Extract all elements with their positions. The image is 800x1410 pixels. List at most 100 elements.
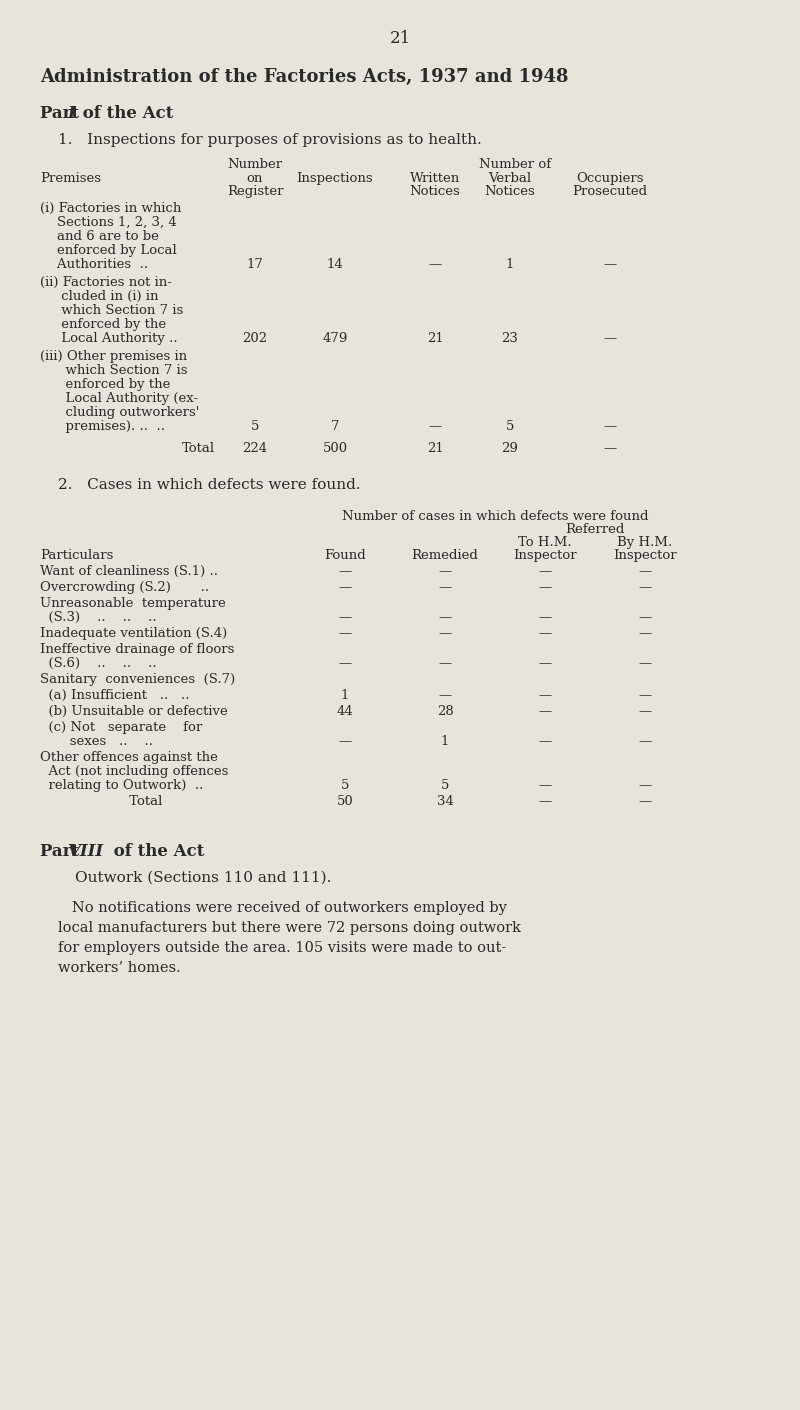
Text: Local Authority (ex-: Local Authority (ex-: [40, 392, 198, 405]
Text: 1: 1: [506, 258, 514, 271]
Text: 5: 5: [251, 420, 259, 433]
Text: Number of: Number of: [479, 158, 551, 171]
Text: of the Act: of the Act: [108, 843, 204, 860]
Text: relating to Outwork)  ..: relating to Outwork) ..: [40, 778, 203, 792]
Text: Written: Written: [410, 172, 460, 185]
Text: Inadequate ventilation (S.4): Inadequate ventilation (S.4): [40, 627, 227, 640]
Text: Inspector: Inspector: [513, 548, 577, 563]
Text: —: —: [638, 565, 652, 578]
Text: I: I: [67, 104, 74, 123]
Text: 34: 34: [437, 795, 454, 808]
Text: —: —: [338, 581, 352, 594]
Text: 1.   Inspections for purposes of provisions as to health.: 1. Inspections for purposes of provision…: [58, 133, 482, 147]
Text: Outwork (Sections 110 and 111).: Outwork (Sections 110 and 111).: [75, 871, 331, 885]
Text: Administration of the Factories Acts, 1937 and 1948: Administration of the Factories Acts, 19…: [40, 68, 569, 86]
Text: —: —: [338, 611, 352, 625]
Text: Ineffective drainage of floors: Ineffective drainage of floors: [40, 643, 234, 656]
Text: premises). ..  ..: premises). .. ..: [40, 420, 165, 433]
Text: enforced by the: enforced by the: [40, 319, 166, 331]
Text: 17: 17: [246, 258, 263, 271]
Text: 29: 29: [502, 441, 518, 455]
Text: —: —: [438, 581, 452, 594]
Text: (ii) Factories not in-: (ii) Factories not in-: [40, 276, 172, 289]
Text: cluded in (i) in: cluded in (i) in: [40, 290, 158, 303]
Text: Unreasonable  temperature: Unreasonable temperature: [40, 596, 226, 611]
Text: enforced by the: enforced by the: [40, 378, 170, 391]
Text: 23: 23: [502, 331, 518, 345]
Text: —: —: [338, 565, 352, 578]
Text: (a) Insufficient   ..   ..: (a) Insufficient .. ..: [40, 689, 190, 702]
Text: —: —: [603, 331, 617, 345]
Text: (S.3)    ..    ..    ..: (S.3) .. .. ..: [40, 611, 157, 625]
Text: 28: 28: [437, 705, 454, 718]
Text: local manufacturers but there were 72 persons doing outwork: local manufacturers but there were 72 pe…: [58, 921, 521, 935]
Text: which Section 7 is: which Section 7 is: [40, 364, 187, 376]
Text: Prosecuted: Prosecuted: [573, 185, 647, 197]
Text: —: —: [428, 420, 442, 433]
Text: Authorities  ..: Authorities ..: [40, 258, 148, 271]
Text: —: —: [638, 657, 652, 670]
Text: 21: 21: [426, 331, 443, 345]
Text: (b) Unsuitable or defective: (b) Unsuitable or defective: [40, 705, 228, 718]
Text: —: —: [538, 581, 552, 594]
Text: 44: 44: [337, 705, 354, 718]
Text: Number: Number: [227, 158, 282, 171]
Text: —: —: [603, 420, 617, 433]
Text: Inspections: Inspections: [297, 172, 374, 185]
Text: 14: 14: [326, 258, 343, 271]
Text: 5: 5: [341, 778, 349, 792]
Text: 7: 7: [330, 420, 339, 433]
Text: —: —: [638, 627, 652, 640]
Text: 500: 500: [322, 441, 347, 455]
Text: 5: 5: [441, 778, 449, 792]
Text: 224: 224: [242, 441, 267, 455]
Text: 1: 1: [441, 735, 449, 747]
Text: —: —: [428, 258, 442, 271]
Text: Found: Found: [324, 548, 366, 563]
Text: cluding outworkers': cluding outworkers': [40, 406, 199, 419]
Text: —: —: [638, 778, 652, 792]
Text: for employers outside the area. 105 visits were made to out-: for employers outside the area. 105 visi…: [58, 940, 506, 955]
Text: —: —: [538, 627, 552, 640]
Text: —: —: [338, 657, 352, 670]
Text: To H.M.: To H.M.: [518, 536, 572, 548]
Text: —: —: [538, 611, 552, 625]
Text: Occupiers: Occupiers: [576, 172, 644, 185]
Text: —: —: [603, 258, 617, 271]
Text: and 6 are to be: and 6 are to be: [40, 230, 159, 243]
Text: of the Act: of the Act: [77, 104, 174, 123]
Text: —: —: [338, 735, 352, 747]
Text: sexes   ..    ..: sexes .. ..: [40, 735, 153, 747]
Text: —: —: [438, 689, 452, 702]
Text: Part: Part: [40, 104, 85, 123]
Text: —: —: [638, 581, 652, 594]
Text: Notices: Notices: [485, 185, 535, 197]
Text: —: —: [538, 795, 552, 808]
Text: on: on: [247, 172, 263, 185]
Text: —: —: [438, 611, 452, 625]
Text: enforced by Local: enforced by Local: [40, 244, 177, 257]
Text: Total: Total: [40, 795, 162, 808]
Text: 2.   Cases in which defects were found.: 2. Cases in which defects were found.: [58, 478, 361, 492]
Text: Local Authority ..: Local Authority ..: [40, 331, 178, 345]
Text: —: —: [538, 657, 552, 670]
Text: —: —: [638, 735, 652, 747]
Text: 21: 21: [390, 30, 410, 47]
Text: —: —: [438, 627, 452, 640]
Text: Sanitary  conveniences  (S.7): Sanitary conveniences (S.7): [40, 673, 235, 687]
Text: Number of cases in which defects were found: Number of cases in which defects were fo…: [342, 510, 648, 523]
Text: —: —: [438, 657, 452, 670]
Text: which Section 7 is: which Section 7 is: [40, 305, 183, 317]
Text: (S.6)    ..    ..    ..: (S.6) .. .. ..: [40, 657, 157, 670]
Text: —: —: [638, 689, 652, 702]
Text: —: —: [438, 565, 452, 578]
Text: Part: Part: [40, 843, 85, 860]
Text: No notifications were received of outworkers employed by: No notifications were received of outwor…: [58, 901, 507, 915]
Text: (i) Factories in which: (i) Factories in which: [40, 202, 182, 214]
Text: Register: Register: [226, 185, 283, 197]
Text: Remedied: Remedied: [411, 548, 478, 563]
Text: —: —: [638, 611, 652, 625]
Text: Other offences against the: Other offences against the: [40, 752, 218, 764]
Text: 202: 202: [242, 331, 267, 345]
Text: —: —: [638, 795, 652, 808]
